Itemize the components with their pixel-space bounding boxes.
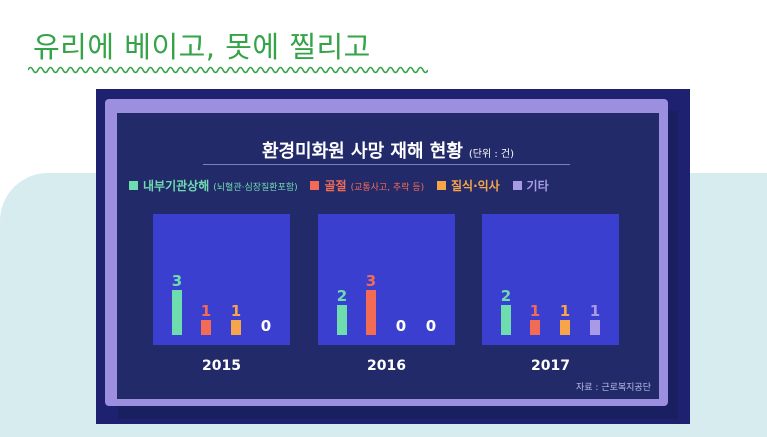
legend-note-internal: (뇌혈관·심장질환포함)	[213, 183, 298, 193]
legend-swatch-fracture	[310, 181, 320, 190]
legend-label-internal: 내부기관상해	[143, 179, 210, 193]
legend-swatch-other	[512, 181, 522, 190]
chart-title: 환경미화원 사망 재해 현황	[261, 141, 463, 162]
legend-swatch-suffocation	[436, 181, 446, 190]
legend-swatch-internal	[129, 181, 138, 190]
legend-note-fracture: (교통사고, 추락 등)	[350, 183, 425, 193]
legend-label-suffocation: 질식·익사	[450, 179, 500, 193]
bar-2015-fracture	[201, 320, 211, 335]
wavy-underline	[28, 66, 428, 74]
bar-2017-internal	[501, 305, 511, 335]
value-label-2016-fracture: 3	[366, 272, 376, 290]
year-label-2015: 2015	[202, 358, 241, 374]
value-label-2017-other: 1	[590, 302, 600, 320]
chart-area: 환경미화원 사망 재해 현황 (단위 : 건) 내부기관상해 (뇌혈관·심장질환포함…	[117, 113, 659, 399]
bar-2017-other	[590, 320, 600, 335]
bar-chart: 3 1 1 0 2015 2 3 0 0 2016 2 1 1 1 2017	[153, 214, 619, 374]
legend-label-other: 기타	[526, 179, 549, 193]
bar-2017-suffocation	[560, 320, 570, 335]
value-label-2015-other: 0	[261, 317, 271, 335]
chart-title-row: 환경미화원 사망 재해 현황 (단위 : 건)	[117, 137, 659, 163]
value-label-2015-suffocation: 1	[231, 302, 241, 320]
chart-legend: 내부기관상해 (뇌혈관·심장질환포함) 골절 (교통사고, 추락 등) 질식·익사 …	[129, 177, 558, 194]
value-label-2015-internal: 3	[172, 272, 182, 290]
value-label-2017-fracture: 1	[530, 302, 540, 320]
source-note: 자료 : 근로복지공단	[576, 383, 651, 393]
year-label-2016: 2016	[367, 358, 406, 374]
bar-2016-internal	[337, 305, 347, 335]
bar-2016-fracture	[366, 290, 376, 335]
year-label-2017: 2017	[531, 358, 570, 374]
value-label-2016-suffocation: 0	[396, 317, 406, 335]
value-label-2016-internal: 2	[337, 287, 347, 305]
legend-item-internal: 내부기관상해 (뇌혈관·심장질환포함)	[129, 177, 298, 194]
title-divider	[203, 164, 570, 165]
legend-item-fracture: 골절 (교통사고, 추락 등)	[310, 177, 424, 194]
chart-unit: (단위 : 건)	[468, 149, 515, 160]
bar-2015-internal	[172, 290, 182, 335]
value-label-2016-other: 0	[426, 317, 436, 335]
bar-2015-suffocation	[231, 320, 241, 335]
legend-item-suffocation: 질식·익사	[436, 177, 500, 194]
legend-item-other: 기타	[512, 177, 549, 194]
value-label-2017-internal: 2	[501, 287, 511, 305]
value-label-2017-suffocation: 1	[560, 302, 570, 320]
bar-2017-fracture	[530, 320, 540, 335]
legend-label-fracture: 골절	[324, 179, 347, 193]
value-label-2015-fracture: 1	[201, 302, 211, 320]
headline: 유리에 베이고, 못에 찔리고	[33, 30, 371, 64]
